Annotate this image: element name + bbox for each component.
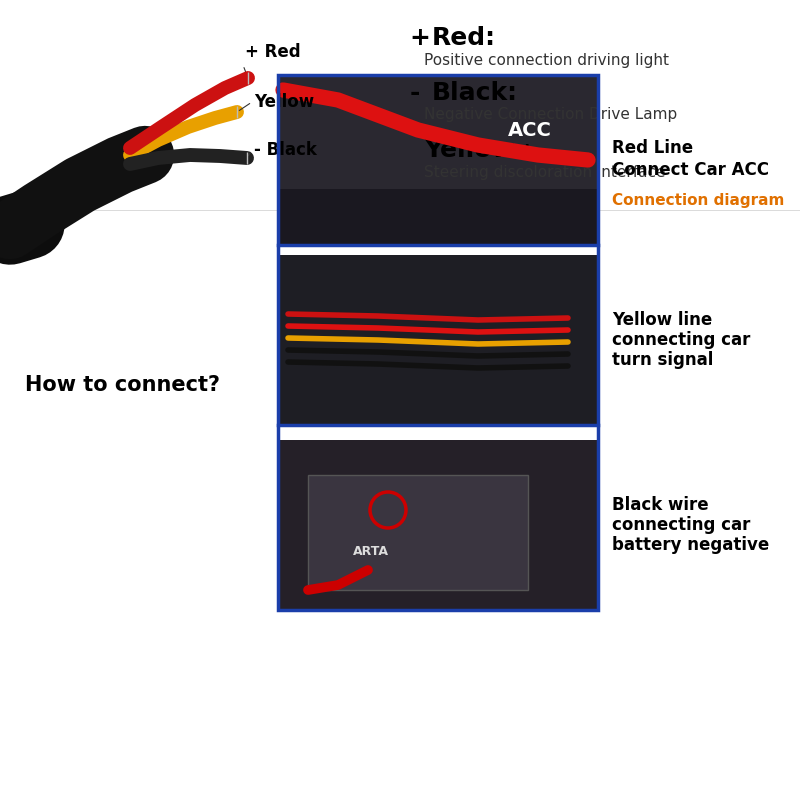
Text: -: -	[410, 81, 429, 105]
Text: Red:: Red:	[432, 26, 496, 50]
Text: +: +	[410, 26, 440, 50]
Bar	[308, 475, 528, 590]
Text: Black wire: Black wire	[612, 496, 709, 514]
Text: connecting car: connecting car	[612, 516, 750, 534]
Bar	[278, 255, 598, 425]
Text: Red Line: Red Line	[612, 139, 693, 157]
Bar	[278, 75, 598, 245]
Text: Steering discoloration interface: Steering discoloration interface	[424, 165, 666, 179]
Text: Yellow: Yellow	[254, 93, 314, 111]
Text: turn signal: turn signal	[612, 351, 714, 369]
Text: Negative Connection Drive Lamp: Negative Connection Drive Lamp	[424, 107, 678, 122]
Bar	[278, 440, 598, 610]
Text: :: :	[522, 138, 530, 162]
Text: ACC: ACC	[508, 121, 552, 139]
Text: + Red: + Red	[245, 43, 301, 61]
Text: connecting car: connecting car	[612, 331, 750, 349]
Text: Yellow line: Yellow line	[612, 311, 712, 329]
Text: Positive connection driving light: Positive connection driving light	[424, 53, 669, 67]
Text: ARTA: ARTA	[353, 545, 389, 558]
Bar	[278, 189, 598, 245]
Text: Connect Car ACC: Connect Car ACC	[612, 161, 769, 179]
Text: Yellow: Yellow	[424, 138, 514, 162]
Text: - Black: - Black	[254, 141, 317, 159]
Text: How to connect?: How to connect?	[25, 375, 220, 395]
Bar	[278, 75, 598, 610]
Text: Black:: Black:	[432, 81, 518, 105]
Text: battery negative: battery negative	[612, 536, 770, 554]
Text: Connection diagram: Connection diagram	[612, 193, 784, 207]
